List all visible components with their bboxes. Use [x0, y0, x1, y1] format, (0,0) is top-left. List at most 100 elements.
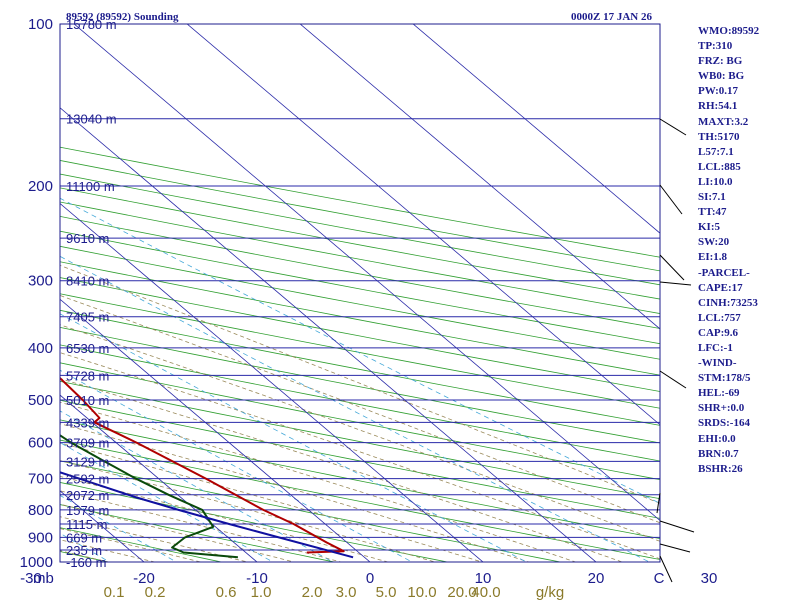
mixing-ratio-label: 40.0 — [471, 584, 500, 600]
index-item: HEL:-69 — [698, 387, 740, 400]
mixing-ratio-label: 0.2 — [145, 584, 166, 600]
mixing-ratio-line — [60, 369, 413, 562]
index-item: TP:310 — [698, 40, 733, 53]
dry-adiabat — [60, 399, 660, 519]
height-label: 5010 m — [66, 393, 109, 408]
index-item: LFC:-1 — [698, 341, 733, 354]
index-item: MAXT:3.2 — [698, 115, 749, 128]
index-item: L57:7.1 — [698, 145, 734, 158]
pressure-tick-label: 200 — [28, 178, 53, 195]
pressure-tick-label: 900 — [28, 529, 53, 546]
moist-adiabat — [60, 324, 660, 542]
mixing-ratio-label: 20.0 — [447, 584, 476, 600]
index-item: TT:47 — [698, 206, 727, 219]
index-item: TH:5170 — [698, 130, 740, 143]
sounding-time: 0000Z 17 JAN 26 — [571, 11, 652, 23]
pressure-tick-label: 600 — [28, 435, 53, 452]
dry-adiabat — [60, 160, 660, 272]
height-label: 1115 m — [66, 517, 107, 532]
isotherm-line — [299, 24, 660, 330]
index-item: RH:54.1 — [698, 100, 738, 113]
height-label: 13040 m — [66, 112, 117, 127]
isotherm-line — [60, 394, 258, 562]
sounding-title: 89592 (89592) Sounding — [66, 11, 179, 23]
height-label: -160 m — [66, 555, 106, 570]
moist-adiabat — [60, 460, 437, 562]
height-label: 7405 m — [66, 310, 109, 325]
mixing-ratio-label: 3.0 — [336, 584, 357, 600]
moist-adiabat — [60, 475, 390, 562]
dry-adiabat — [60, 293, 660, 409]
mixing-ratio-label: 1.0 — [251, 584, 272, 600]
dry-adiabat — [60, 419, 660, 540]
dry-adiabat — [60, 504, 337, 562]
temperature-tick-label: C — [654, 570, 665, 587]
axis-labels: 100 200 300 400 500 600 700 800 900 1000 15780 m 13… — [20, 16, 718, 600]
dry-adiabat — [60, 277, 660, 392]
index-item: LCL:757 — [698, 311, 741, 324]
dry-adiabat — [60, 215, 660, 329]
dry-adiabat — [60, 380, 660, 500]
wind-barb — [659, 281, 692, 286]
index-item: EI:1.8 — [698, 251, 728, 264]
mixing-ratio-label: 10.0 — [407, 584, 436, 600]
mixing-ratio-label: 0.1 — [104, 584, 125, 600]
index-item: SHR+:0.0 — [698, 402, 745, 415]
temperature-tick-label: 30 — [701, 570, 718, 587]
pressure-tick-label: 800 — [28, 502, 53, 519]
isobar-lines — [60, 23, 660, 563]
height-label: 9610 m — [66, 231, 109, 246]
dry-adiabat — [60, 344, 660, 462]
dry-adiabat — [60, 326, 660, 444]
background-grid — [0, 24, 660, 573]
pressure-tick-label: 400 — [28, 340, 53, 357]
moist-adiabat — [60, 264, 660, 504]
moist-adiabat — [60, 401, 577, 562]
mixing-ratio-label: 2.0 — [302, 584, 323, 600]
pressure-tick-label: 100 — [28, 16, 53, 33]
isotherm-line — [73, 24, 660, 521]
isotherm-line — [60, 203, 484, 562]
mixing-ratio-label: g/kg — [536, 584, 564, 600]
index-item: FRZ: BG — [698, 55, 743, 68]
moist-adiabat — [60, 352, 660, 560]
moist-adiabat — [60, 442, 484, 562]
pressure-tick-label: 300 — [28, 273, 53, 290]
mixing-ratio-label: 5.0 — [376, 584, 397, 600]
temperature-tick-label: 10 — [475, 570, 492, 587]
index-item: SI:7.1 — [698, 191, 726, 204]
dry-adiabat — [0, 24, 47, 573]
mixing-ratio-line — [60, 532, 111, 562]
moist-adiabat — [60, 490, 343, 562]
index-item: SRDS:-164 — [698, 417, 750, 430]
pressure-unit-label: mb — [33, 570, 54, 587]
height-label: 11100 m — [66, 179, 115, 194]
wind-barb — [656, 492, 661, 514]
index-item: CAPE:17 — [698, 281, 743, 294]
height-label: 3709 m — [66, 436, 109, 451]
dry-adiabat — [60, 173, 660, 286]
pressure-tick-label: 700 — [28, 471, 53, 488]
dry-adiabat — [60, 261, 660, 376]
index-item: -PARCEL- — [698, 266, 750, 279]
moist-adiabat — [60, 295, 660, 524]
height-label: 6530 m — [66, 341, 109, 356]
moist-adiabat — [60, 516, 249, 562]
dry-adiabat — [60, 146, 660, 258]
index-item: LI:10.0 — [698, 175, 733, 188]
index-item: PW:0.17 — [698, 85, 739, 98]
dry-adiabat — [60, 527, 224, 562]
dry-adiabat — [60, 187, 660, 300]
pressure-tick-label: 1000 — [20, 554, 53, 571]
wind-barb — [659, 520, 695, 533]
height-label: 15780 m — [66, 17, 117, 32]
pressure-tick-label: 500 — [28, 392, 53, 409]
mixing-ratio-line — [60, 255, 651, 562]
index-item: STM:178/5 — [698, 372, 751, 385]
height-label: 235 m — [66, 543, 102, 558]
dry-adiabat — [60, 460, 563, 562]
temperature-tick-label: -10 — [246, 570, 268, 587]
index-item: -WIND- — [698, 357, 737, 370]
mixing-ratio-line — [60, 494, 178, 562]
index-item: KI:5 — [698, 221, 720, 234]
